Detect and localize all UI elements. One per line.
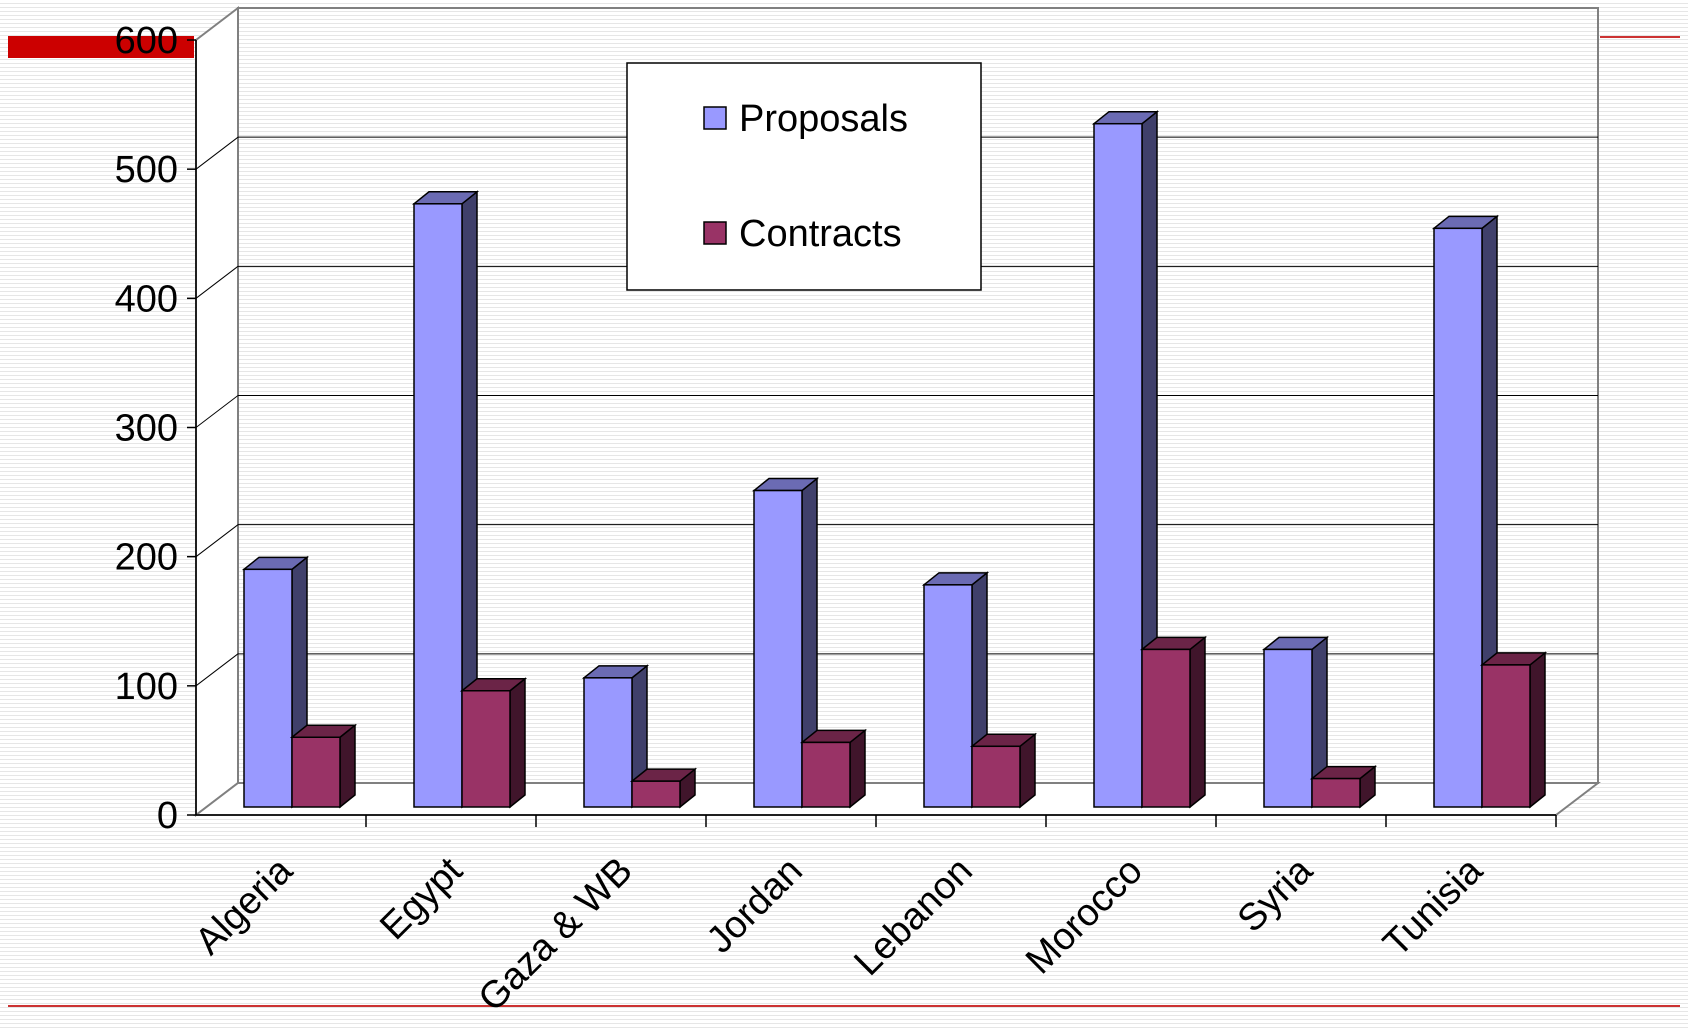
bar-contracts-jordan xyxy=(799,728,868,809)
y-tick-label: 600 xyxy=(115,20,178,62)
y-tick-label: 100 xyxy=(115,666,178,708)
bar-contracts-egypt xyxy=(459,677,528,809)
gridline xyxy=(195,653,239,687)
legend-label-proposals: Proposals xyxy=(739,98,908,140)
y-tick-label: 0 xyxy=(157,795,178,837)
x-category-label: Jordan xyxy=(699,850,811,962)
legend-swatch-proposals xyxy=(703,106,727,130)
bar-contracts-algeria xyxy=(289,723,358,809)
x-category-label: Gaza & WB xyxy=(471,850,641,1020)
legend-label-contracts: Contracts xyxy=(739,213,902,255)
accent-bar xyxy=(8,36,194,58)
legend-swatch-contracts xyxy=(703,221,727,245)
x-category-label: Lebanon xyxy=(846,850,980,984)
bar-contracts-lebanon xyxy=(969,732,1038,809)
x-category-label: Syria xyxy=(1230,849,1322,941)
bar-contracts-tunisia xyxy=(1479,651,1548,809)
y-tick-label: 300 xyxy=(115,408,178,450)
y-tick-label: 400 xyxy=(115,278,178,320)
x-axis-category-labels: Algeria Egypt Gaza & WB Jordan Lebanon Morocc… xyxy=(187,815,1557,1020)
bar-contracts-gaza-wb xyxy=(629,767,698,809)
y-axis-tick-labels: 0 100 200 300 400 500 600 xyxy=(115,20,196,837)
gridline xyxy=(195,524,239,558)
bar-proposals-syria xyxy=(1261,635,1330,809)
x-category-label: Algeria xyxy=(187,849,301,963)
bar-proposals-morocco xyxy=(1091,110,1160,809)
x-category-label: Egypt xyxy=(372,849,471,948)
floor xyxy=(193,782,1601,816)
legend-box xyxy=(626,62,982,291)
bar-contracts-syria xyxy=(1309,765,1378,809)
bar-proposals-jordan xyxy=(751,476,820,809)
x-category-label: Morocco xyxy=(1018,850,1151,983)
chart-bars xyxy=(241,110,1548,809)
bar-contracts-morocco xyxy=(1139,635,1208,809)
bar-proposals-gaza-wb xyxy=(581,664,650,809)
y-tick-label: 200 xyxy=(115,537,178,579)
gridline xyxy=(195,395,239,428)
x-category-label: Tunisia xyxy=(1375,849,1491,965)
gridline xyxy=(195,265,239,299)
bar-proposals-lebanon xyxy=(921,571,990,809)
chart-legend: Proposals Contracts xyxy=(626,62,982,291)
bar-proposals-egypt xyxy=(411,190,480,809)
y-tick-label: 500 xyxy=(115,149,178,191)
gridline xyxy=(195,136,239,170)
